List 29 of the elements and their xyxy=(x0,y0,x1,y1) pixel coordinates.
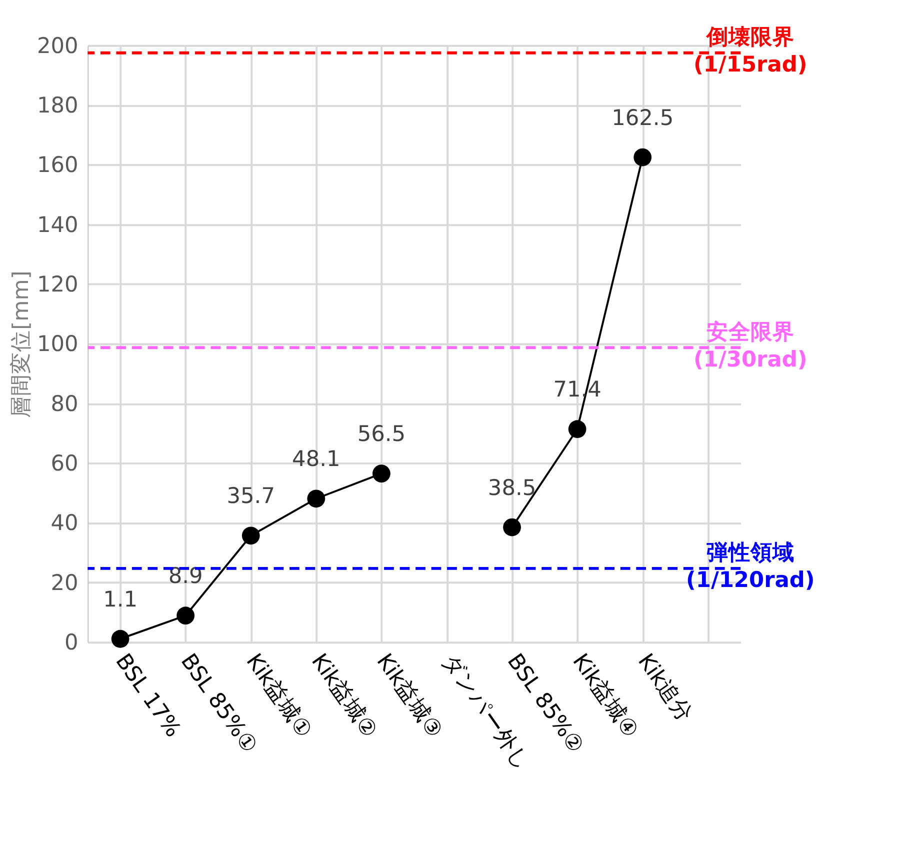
y-tick-label: 140 xyxy=(36,212,78,238)
ref-line-label: 倒壊限界 (1/15rad) xyxy=(694,24,808,78)
point xyxy=(242,526,260,545)
y-tick-label: 20 xyxy=(50,570,78,596)
point xyxy=(503,518,521,536)
point xyxy=(307,490,326,508)
data-label: 48.1 xyxy=(292,447,340,472)
point xyxy=(372,464,390,482)
y-tick-label: 160 xyxy=(36,153,78,178)
y-tick-label: 80 xyxy=(50,392,78,417)
y-tick-label: 120 xyxy=(36,272,78,298)
data-label: 38.5 xyxy=(488,476,536,501)
point xyxy=(176,606,195,625)
ref-line-label: 弾性領域 (1/120rad) xyxy=(686,540,815,594)
y-tick-label: 100 xyxy=(36,332,78,358)
data-label: 56.5 xyxy=(357,422,406,448)
y-tick-label: 200 xyxy=(36,34,78,59)
y-tick-label: 180 xyxy=(36,93,78,118)
y-tick-label: 0 xyxy=(64,630,78,656)
data-label: 162.5 xyxy=(612,106,674,131)
y-axis-title: 層間変位[mm] xyxy=(9,270,34,418)
data-label: 35.7 xyxy=(226,484,275,510)
y-tick-label: 40 xyxy=(50,511,78,536)
data-label: 1.1 xyxy=(103,587,138,612)
point xyxy=(111,630,130,648)
ref-line-label: 安全限界 (1/30rad) xyxy=(694,318,808,372)
point xyxy=(634,148,652,166)
point xyxy=(568,420,586,438)
y-tick-label: 60 xyxy=(50,452,78,477)
